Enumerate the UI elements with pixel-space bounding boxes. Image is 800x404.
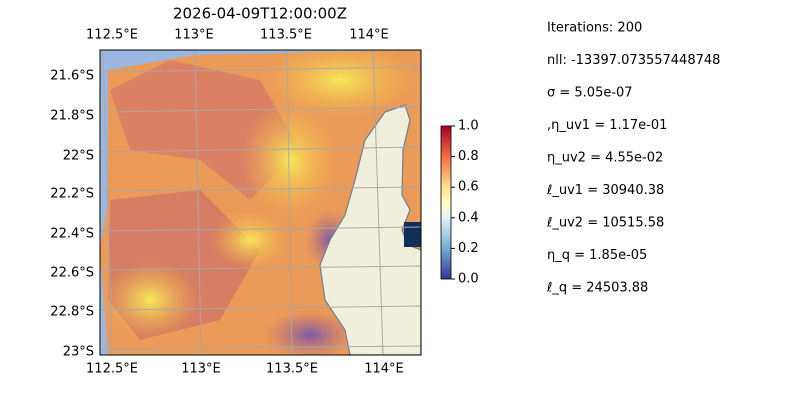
title: 2026-04-09T12:00:00Z <box>173 5 347 23</box>
colorbar <box>440 125 452 280</box>
lat-label: 22.4°S <box>50 227 94 242</box>
colorbar-tick-label: 0.4 <box>458 210 479 225</box>
param-text: ,η_uv1 = 1.17e-01 <box>547 118 667 133</box>
lon-label-top: 114°E <box>349 28 389 43</box>
param-text: Iterations: 200 <box>547 21 642 36</box>
lat-label: 23°S <box>63 345 94 360</box>
lon-label-bottom: 112.5°E <box>86 362 138 377</box>
param-text: ℓ_q = 24503.88 <box>546 281 648 296</box>
map-frame <box>99 49 422 356</box>
colorbar-tick-label: 1.0 <box>458 119 479 134</box>
lon-label-top: 113°E <box>174 28 214 43</box>
lon-label-bottom: 113°E <box>181 362 221 377</box>
param-text: η_uv2 = 4.55e-02 <box>547 151 663 166</box>
lon-label-bottom: 113.5°E <box>266 362 318 377</box>
lat-label: 22.8°S <box>50 305 94 320</box>
map <box>100 50 421 355</box>
lat-label: 21.6°S <box>50 69 94 84</box>
lat-label: 22.6°S <box>50 266 94 281</box>
param-text: ℓ_uv2 = 10515.58 <box>546 216 664 231</box>
param-text: σ = 5.05e-07 <box>547 86 633 101</box>
colorbar-tick-label: 0.8 <box>458 149 479 164</box>
param-text: nll: -13397.073557448748 <box>547 53 720 68</box>
lon-label-bottom: 114°E <box>364 362 404 377</box>
lon-label-top: 112.5°E <box>86 28 138 43</box>
lat-label: 21.8°S <box>50 109 94 124</box>
param-text: η_q = 1.85e-05 <box>547 248 647 263</box>
lat-label: 22°S <box>63 149 94 164</box>
colorbar-tick-label: 0.0 <box>458 272 479 287</box>
param-text: ℓ_uv1 = 30940.38 <box>546 183 664 198</box>
colorbar-tick-label: 0.6 <box>458 180 479 195</box>
lat-label: 22.2°S <box>50 187 94 202</box>
colorbar-tick-label: 0.2 <box>458 241 479 256</box>
lon-label-top: 113.5°E <box>260 28 312 43</box>
